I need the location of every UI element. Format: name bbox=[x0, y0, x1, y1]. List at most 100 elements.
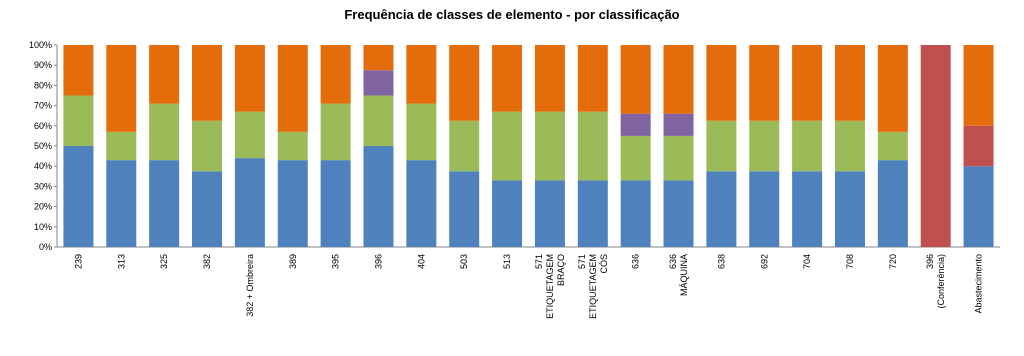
bar-segment bbox=[363, 45, 394, 71]
bar-segment bbox=[749, 171, 780, 247]
bar-segment bbox=[963, 45, 994, 126]
bar-segment bbox=[620, 180, 651, 247]
bar-segment bbox=[534, 45, 565, 112]
bar-segment bbox=[449, 171, 480, 247]
bar-segment bbox=[277, 45, 308, 132]
x-tick-label: 313 bbox=[116, 254, 126, 269]
bar-segment bbox=[877, 45, 908, 132]
bar-segment bbox=[63, 45, 94, 96]
bar-segment bbox=[834, 45, 865, 121]
bar-segment bbox=[792, 120, 823, 172]
bar-segment bbox=[106, 160, 137, 247]
x-tick-label: 692 bbox=[759, 254, 769, 269]
y-tick-label: 20% bbox=[34, 202, 52, 212]
bar-segment bbox=[877, 131, 908, 161]
bar-segment bbox=[963, 125, 994, 167]
x-tick-label: 404 bbox=[416, 254, 426, 269]
bar-segment bbox=[106, 131, 137, 161]
bar-segment bbox=[277, 131, 308, 161]
bar-segment bbox=[577, 180, 608, 247]
bar-segment bbox=[449, 45, 480, 121]
x-tick-label: 325 bbox=[159, 254, 169, 269]
bar-segment bbox=[706, 120, 737, 172]
bar-segment bbox=[63, 95, 94, 146]
bar-segment bbox=[449, 120, 480, 172]
x-tick-label: 636 bbox=[668, 254, 678, 269]
bar-segment bbox=[106, 45, 137, 132]
bar-segment bbox=[406, 160, 437, 247]
bar-segment bbox=[834, 120, 865, 172]
bar-segment bbox=[149, 103, 180, 161]
bar-segment bbox=[363, 95, 394, 146]
bar-segment bbox=[234, 111, 265, 159]
bar-segment bbox=[320, 103, 351, 161]
bar-segment bbox=[277, 160, 308, 247]
y-tick-label: 0% bbox=[39, 242, 52, 252]
x-tick-label: 571 bbox=[534, 254, 544, 269]
bar-segment bbox=[792, 171, 823, 247]
x-tick-label: CÓS bbox=[599, 254, 609, 274]
y-tick-label: 100% bbox=[29, 40, 52, 50]
bar-segment bbox=[363, 146, 394, 247]
bar-segment bbox=[706, 171, 737, 247]
x-tick-label: 636 bbox=[631, 254, 641, 269]
y-tick-label: 40% bbox=[34, 161, 52, 171]
x-tick-label: 382 bbox=[202, 254, 212, 269]
bar-segment bbox=[320, 45, 351, 104]
bar-segment bbox=[149, 45, 180, 104]
bar-segment bbox=[363, 70, 394, 96]
bar-segment bbox=[534, 111, 565, 181]
bar-segment bbox=[749, 120, 780, 172]
bar-segment bbox=[706, 45, 737, 121]
bar-segment bbox=[663, 45, 694, 114]
bar-segment bbox=[620, 45, 651, 114]
x-tick-label: (Conferência) bbox=[936, 254, 946, 309]
x-tick-label: 720 bbox=[888, 254, 898, 269]
x-tick-label: 395 bbox=[331, 254, 341, 269]
x-tick-label: 571 bbox=[577, 254, 587, 269]
y-tick-label: 60% bbox=[34, 121, 52, 131]
bar-segment bbox=[963, 166, 994, 247]
bar-segment bbox=[492, 111, 523, 181]
bar-segment bbox=[192, 171, 223, 247]
x-tick-label: 239 bbox=[73, 254, 83, 269]
x-tick-label: 513 bbox=[502, 254, 512, 269]
bar-segment bbox=[663, 113, 694, 136]
x-tick-label: 396 bbox=[373, 254, 383, 269]
bar-segment bbox=[620, 113, 651, 136]
x-tick-label: Abastecimento bbox=[974, 254, 984, 314]
x-tick-label: 382 + Ombreira bbox=[245, 254, 255, 317]
y-tick-label: 70% bbox=[34, 101, 52, 111]
bar-segment bbox=[234, 45, 265, 112]
y-tick-label: 80% bbox=[34, 80, 52, 90]
bar-segment bbox=[620, 135, 651, 181]
bar-segment bbox=[749, 45, 780, 121]
x-tick-label: 704 bbox=[802, 254, 812, 269]
x-tick-label: 396 bbox=[925, 254, 935, 269]
x-tick-label: ETIQUETAGEM bbox=[588, 254, 598, 319]
bar-segment bbox=[192, 120, 223, 172]
bar-segment bbox=[534, 180, 565, 247]
bar-segment bbox=[663, 180, 694, 247]
bar-segment bbox=[577, 111, 608, 181]
y-tick-label: 30% bbox=[34, 181, 52, 191]
bar-segment bbox=[877, 160, 908, 247]
bar-segment bbox=[920, 45, 951, 247]
y-tick-label: 90% bbox=[34, 60, 52, 70]
bar-segment bbox=[492, 180, 523, 247]
bar-segment bbox=[834, 171, 865, 247]
bar-segment bbox=[492, 45, 523, 112]
x-tick-label: 503 bbox=[459, 254, 469, 269]
bar-segment bbox=[577, 45, 608, 112]
x-tick-label: 389 bbox=[288, 254, 298, 269]
bar-segment bbox=[320, 160, 351, 247]
y-tick-label: 50% bbox=[34, 141, 52, 151]
x-tick-label: BRAÇO bbox=[556, 254, 566, 286]
chart-title: Frequência de classes de elemento - por … bbox=[344, 7, 679, 22]
bar-segment bbox=[663, 135, 694, 181]
x-tick-label: MÁQUINA bbox=[679, 254, 689, 296]
x-tick-label: 708 bbox=[845, 254, 855, 269]
bar-segment bbox=[234, 158, 265, 247]
x-tick-label: 638 bbox=[716, 254, 726, 269]
